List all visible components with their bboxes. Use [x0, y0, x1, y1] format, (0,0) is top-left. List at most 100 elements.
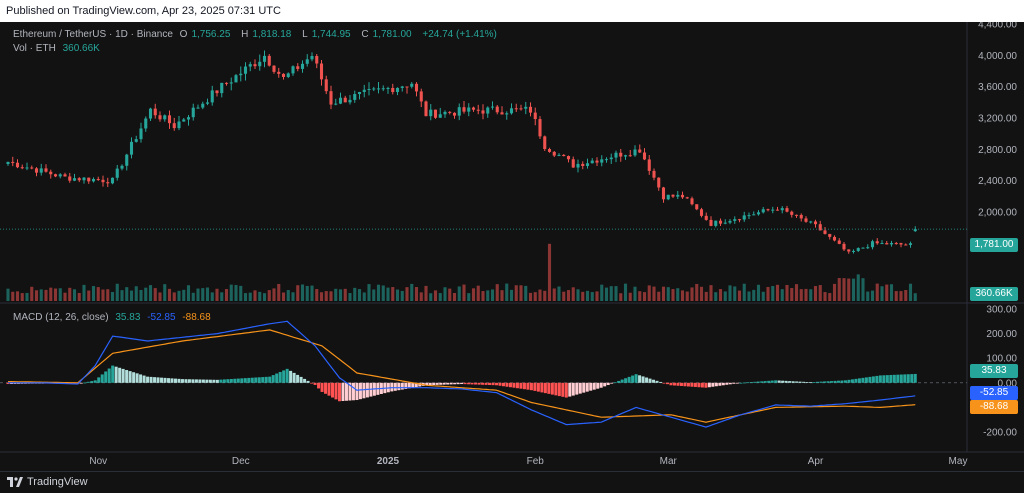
- candle-body: [39, 168, 43, 173]
- macd-histogram-bar: [529, 382, 533, 391]
- candle-body: [144, 118, 148, 129]
- candle-body: [880, 243, 884, 245]
- macd-histogram-bar: [833, 380, 837, 383]
- candle-body: [291, 66, 295, 74]
- candle-body: [509, 108, 514, 114]
- candle-body: [600, 159, 604, 163]
- volume-bar: [334, 288, 338, 301]
- volume-bar: [908, 283, 913, 301]
- candle-body: [91, 179, 96, 182]
- candle-body: [267, 55, 271, 66]
- volume-bar: [177, 290, 181, 301]
- volume-bar: [25, 292, 29, 301]
- last-price-tag: 1,781.00: [970, 238, 1018, 252]
- candle-body: [243, 66, 248, 74]
- volume-bar: [68, 287, 72, 301]
- volume-bar: [196, 288, 200, 301]
- candle-body: [804, 218, 808, 222]
- macd-axis-tick: 200.00: [986, 329, 1017, 340]
- macd-histogram-bar: [906, 374, 910, 383]
- volume-label[interactable]: Vol · ETH: [13, 43, 56, 54]
- candle-body: [438, 114, 442, 118]
- macd-label[interactable]: MACD (12, 26, close): [13, 312, 109, 323]
- price-axis-tick: 3,600.00: [978, 82, 1017, 93]
- candle-body: [158, 115, 162, 120]
- symbol-label[interactable]: Ethereum / TetherUS · 1D · Binance: [13, 29, 173, 40]
- macd-histogram-bar: [568, 382, 572, 397]
- macd-histogram-bar: [711, 382, 715, 387]
- volume-bar: [509, 289, 514, 301]
- candle-body: [875, 241, 879, 244]
- chart-frame[interactable]: 4,400.00 4,000.00 3,600.00 3,200.00 2,800.00…: [0, 22, 1024, 471]
- volume-bar: [737, 290, 742, 301]
- macd-histogram-bar: [913, 373, 917, 383]
- candle-body: [201, 103, 205, 108]
- macd-histogram-bar: [121, 368, 125, 383]
- volume-bar: [433, 290, 438, 301]
- macd-histogram-bar: [219, 379, 223, 383]
- candle-body: [828, 233, 832, 237]
- macd-histogram-bar: [882, 375, 886, 383]
- candle-body: [671, 194, 675, 197]
- price-axis-tick: 2,000.00: [978, 208, 1017, 219]
- volume-bar: [581, 291, 585, 301]
- candle-body: [139, 128, 143, 140]
- macd-histogram-bar: [543, 382, 547, 394]
- volume-bar: [685, 291, 689, 301]
- macd-histogram-bar: [229, 378, 233, 383]
- candle-body: [566, 156, 571, 160]
- macd-histogram-bar: [892, 374, 896, 383]
- candle-body: [761, 209, 765, 213]
- volume-value: 360.66K: [62, 43, 100, 54]
- price-axis-tick: 4,400.00: [978, 22, 1017, 31]
- macd-axis-tick: 100.00: [986, 354, 1017, 365]
- macd-histogram-bar: [167, 378, 171, 383]
- macd-axis-tick: -200.00: [983, 428, 1017, 439]
- volume-bar: [34, 290, 39, 301]
- macd-histogram-bar: [767, 380, 771, 383]
- candle-body: [695, 204, 699, 210]
- volume-bar: [129, 290, 134, 301]
- volume-bar: [96, 287, 100, 301]
- macd-histogram-bar: [240, 378, 244, 383]
- volume-bar: [837, 278, 841, 301]
- macd-histogram-bar: [739, 382, 743, 384]
- candle-body: [129, 141, 134, 155]
- macd-histogram-bar: [707, 382, 711, 388]
- candle-body: [96, 179, 100, 181]
- volume-bar: [851, 278, 856, 301]
- macd-histogram-bar: [233, 378, 237, 383]
- macd-histogram-bar: [348, 382, 352, 401]
- volume-bar: [799, 289, 803, 301]
- macd-histogram-bar: [749, 382, 753, 383]
- macd-histogram-bar: [268, 376, 272, 383]
- macd-histogram-bar: [250, 377, 254, 383]
- candle-body: [861, 247, 865, 249]
- candle-body: [851, 250, 856, 252]
- candle-body: [638, 149, 642, 153]
- tradingview-brand[interactable]: TradingView: [27, 476, 88, 488]
- price-legend: Ethereum / TetherUS · 1D · Binance O 1,75…: [13, 28, 501, 41]
- candle-body: [676, 194, 680, 197]
- volume-bar: [590, 292, 594, 301]
- candle-body: [728, 220, 732, 223]
- macd-histogram-bar: [114, 366, 118, 383]
- tradingview-logo-icon[interactable]: [7, 477, 23, 488]
- macd-histogram-bar: [617, 380, 621, 383]
- chart-canvas[interactable]: 4,400.00 4,000.00 3,600.00 3,200.00 2,800.00…: [0, 22, 1024, 471]
- candle-body: [6, 161, 10, 165]
- volume-bar: [353, 287, 357, 301]
- macd-histogram-bar: [351, 382, 355, 401]
- candle-body: [780, 208, 784, 211]
- volume-bar: [106, 289, 110, 301]
- candle-body: [505, 113, 509, 115]
- macd-histogram-bar: [589, 382, 593, 391]
- macd-histogram-bar: [857, 378, 861, 383]
- candle-body: [286, 73, 290, 77]
- candle-body: [433, 109, 438, 118]
- macd-histogram-bar: [292, 372, 296, 383]
- macd-histogram-bar: [358, 382, 362, 400]
- macd-histogram-bar: [97, 377, 101, 383]
- candle-body: [82, 177, 86, 181]
- candle-body: [809, 221, 813, 223]
